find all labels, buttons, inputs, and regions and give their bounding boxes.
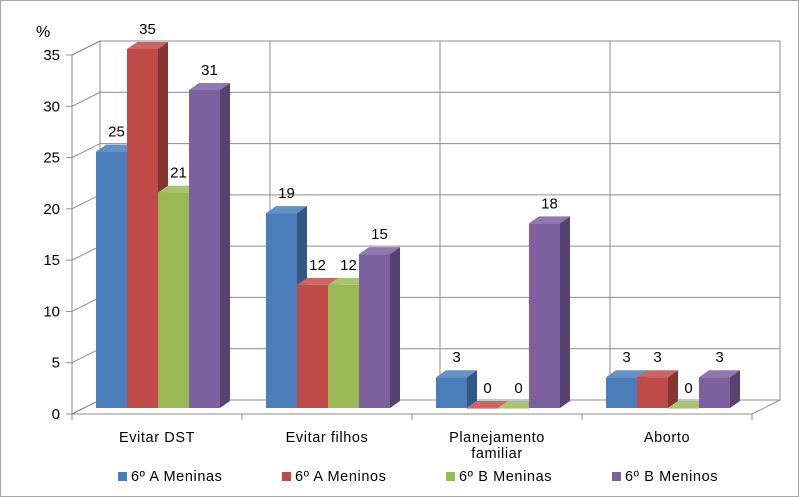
bar-top [328,277,369,285]
bar-top [668,401,709,408]
data-label: 35 [139,21,156,38]
data-labels: 25 35 21 31 19 12 12 15 3 0 0 18 3 3 0 3 [108,21,724,397]
side-wall [71,40,101,415]
bar-top [96,144,137,152]
bar-front [328,284,359,408]
bar [436,370,477,408]
data-label: 19 [278,185,295,202]
bar [467,401,508,409]
bar-front [529,223,560,408]
y-axis-unit: % [36,24,50,41]
y-tick-label: 35 [43,47,60,64]
bar-front [637,377,668,408]
legend-swatch [282,472,291,481]
legend-label: 6º A Meninas [131,469,223,485]
bar-top [158,185,199,193]
y-tick-label: 15 [43,252,60,269]
y-tick-label: 10 [43,303,60,320]
legend-label: 6º B Meninas [459,469,552,485]
legend-label: 6º A Meninos [295,469,387,485]
bar-front [127,49,158,408]
bar-front [436,377,467,408]
data-label: 0 [684,380,692,397]
bar-front [467,408,498,409]
category-labels: Evitar DST Evitar filhos Planejamentofamil… [119,430,690,462]
bar [529,216,570,408]
y-tick-label: 25 [43,150,60,167]
bar-top [637,370,678,378]
legend-swatch [118,472,127,481]
data-label: 25 [108,124,125,141]
data-label: 21 [170,165,187,182]
y-tick-label: 30 [43,98,60,115]
legend: 6º A Meninas 6º A Meninos 6º B Meninas 6º B… [118,469,718,485]
x-tick-label: Evitar DST [119,430,195,446]
gridline [71,143,780,159]
bar-top [297,277,338,285]
y-tick-label: 0 [52,406,60,423]
bar-front [668,408,699,409]
data-label: 18 [541,195,558,212]
data-label: 12 [340,257,357,274]
legend-item: 6º A Meninos [282,469,387,485]
legend-item: 6º A Meninas [118,469,223,485]
bar-front [266,213,297,408]
legend-label: 6º B Meninos [625,469,718,485]
bar-front [158,192,189,408]
x-tick-label: Planejamento [449,430,545,446]
bar-top [266,206,307,214]
bar-top [467,401,508,408]
bar-front [606,377,637,408]
y-tick-label: 20 [43,201,60,218]
data-label: 12 [309,257,326,274]
bar [359,247,400,408]
bar [699,370,740,408]
data-label: 31 [201,62,218,79]
bar-side [390,247,400,408]
bar-front [96,151,127,409]
data-label: 3 [715,349,723,366]
data-label: 3 [653,349,661,366]
bar [189,83,230,409]
gridline [71,40,780,56]
data-label: 0 [514,380,522,397]
bar-side [467,370,477,408]
bar [668,401,709,409]
data-label: 3 [622,349,630,366]
bar [637,370,678,408]
bar-top [529,216,570,224]
bar-top [189,83,230,91]
bar-side [220,83,230,409]
legend-item: 6º B Meninas [446,469,552,485]
legend-swatch [612,472,621,481]
bar-side [668,370,678,408]
legend-swatch [446,472,455,481]
bar-top [127,42,168,49]
y-tick-label: 5 [52,355,60,372]
bar-top [699,370,740,378]
data-label: 0 [483,380,491,397]
data-label: 3 [452,349,460,366]
bar-side [730,370,740,408]
bar-top [498,401,539,408]
bars [96,42,740,409]
x-tick-label: Aborto [644,430,690,446]
bar-front [359,254,390,408]
gridline [71,91,780,107]
bar [498,401,539,409]
data-label: 15 [371,226,388,243]
x-tick-label: familiar [471,446,523,462]
bar-top [436,370,477,378]
bar-front [297,284,328,408]
bar-front [699,377,730,408]
x-tick-label: Evitar filhos [286,430,369,446]
bar-front [189,90,220,409]
bar-front [498,408,529,409]
bar-side [560,216,570,408]
bar-top [359,247,400,255]
legend-item: 6º B Meninos [612,469,718,485]
bar-top [606,370,647,378]
